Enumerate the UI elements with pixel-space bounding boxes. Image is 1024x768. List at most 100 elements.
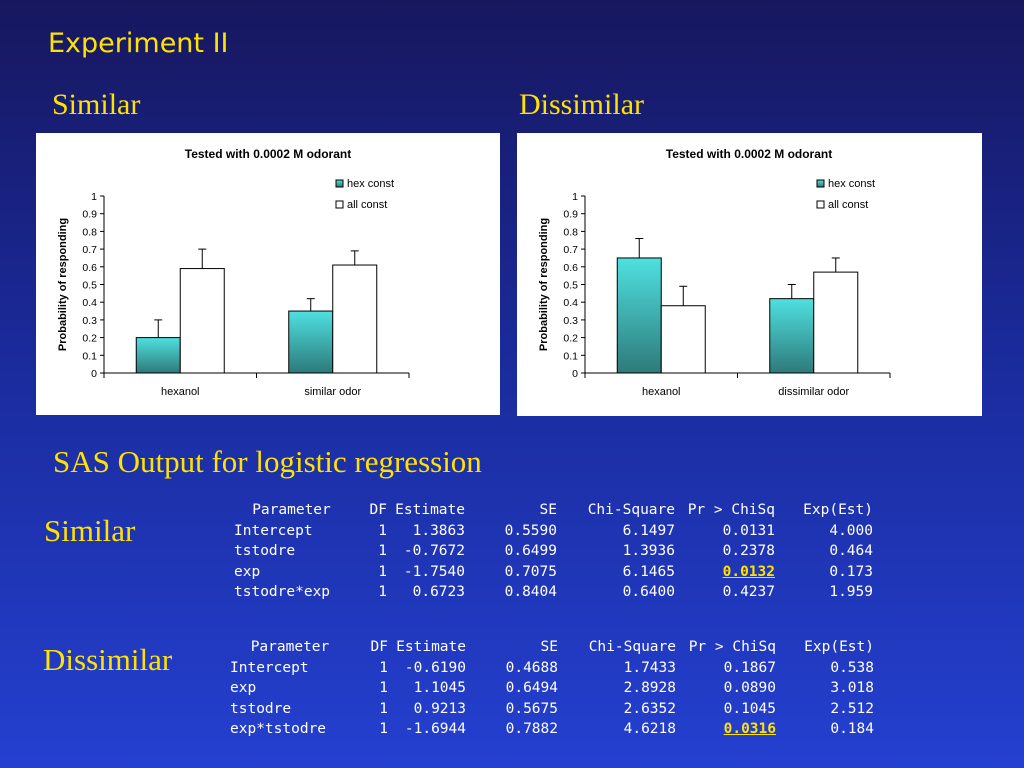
table-cell: 2.8928 [623, 680, 676, 696]
bar-hex-const [616, 257, 662, 374]
table-cell: 0.7882 [505, 721, 558, 737]
table-cell: 1 [379, 659, 388, 676]
table-cell: 1.3936 [622, 543, 675, 559]
table-header-cell: Pr > ChiSq [687, 502, 775, 518]
table-cell: 0.184 [830, 721, 874, 737]
y-tick-label: 0.1 [82, 350, 97, 362]
table-cell: -1.6944 [404, 721, 466, 737]
y-tick-label: 0.8 [82, 226, 97, 238]
table-header-cell: Chi-Square [587, 502, 675, 518]
y-tick-label: 0.4 [82, 297, 97, 309]
table-cell: 0.538 [830, 659, 874, 676]
bar-all-const [813, 271, 859, 374]
y-tick-label: 0.5 [563, 280, 578, 292]
y-tick-label: 0.6 [563, 262, 578, 274]
chart-similar-panel: Tested with 0.0002 M odorant Probability … [36, 133, 500, 415]
bar-all-const [332, 264, 378, 374]
table-cell: 1.3863 [412, 522, 465, 539]
y-tick-label: 0.2 [82, 333, 97, 345]
table-cell: exp [230, 680, 257, 696]
x-tick-label: similar odor [304, 386, 361, 398]
table-header-cell: SE [539, 502, 557, 518]
table-cell: 4.000 [829, 522, 873, 539]
table-dissimilar-label: Dissimilar [43, 642, 173, 677]
table-cell: Intercept [234, 522, 313, 539]
table-cell: 0.464 [829, 543, 873, 559]
table-cell: 0.9213 [413, 700, 466, 717]
table-cell: 1 [378, 563, 387, 580]
table-cell: 1 [379, 680, 388, 696]
table-cell: 0.6494 [505, 680, 558, 696]
table-cell: 1 [379, 721, 388, 737]
table-cell: 4.6218 [623, 721, 676, 737]
chart-title: Tested with 0.0002 M odorant [185, 147, 351, 161]
table-cell: 0.2378 [722, 543, 775, 559]
table-cell: exp [234, 563, 261, 580]
y-axis-label: Probability of responding [538, 218, 550, 351]
table-cell: 1 [378, 543, 387, 559]
table-row: Intercept 1 -0.6190 0.4688 1.7433 0.1867 0.538 [230, 658, 874, 679]
table-cell: -0.6190 [404, 659, 466, 676]
table-cell: 0.6499 [504, 543, 557, 559]
y-tick-label: 0.6 [82, 262, 97, 274]
y-tick-label: 0.5 [82, 280, 97, 292]
x-tick-label: hexanol [161, 386, 200, 398]
legend-swatch [816, 179, 825, 188]
table-cell: exp*tstodre [230, 721, 327, 737]
table-row: exp 1 1.1045 0.6494 2.8928 0.0890 3.018 [230, 678, 874, 699]
y-tick-label: 1 [572, 191, 578, 203]
table-header-cell: Estimate [395, 502, 465, 518]
table-header-cell: Estimate [396, 639, 466, 655]
y-tick-label: 0.2 [563, 333, 578, 345]
chart-dissimilar: Tested with 0.0002 M odorant Probability … [538, 147, 891, 398]
table-cell: 2.512 [830, 700, 874, 717]
y-tick-label: 1 [91, 191, 97, 203]
table-cell: Intercept [230, 659, 309, 676]
table-row: Intercept 1 1.3863 0.5590 6.1497 0.0131 4.000 [234, 521, 873, 542]
table-header-cell: Exp(Est) [804, 639, 874, 655]
y-tick-label: 0.9 [82, 209, 97, 221]
table-header-cell: Parameter [252, 502, 331, 518]
table-cell: 0.173 [829, 563, 873, 580]
y-tick-label: 0 [572, 368, 578, 380]
table-cell: 6.1497 [622, 522, 675, 539]
table-header-cell: DF [370, 639, 388, 655]
chart-similar: Tested with 0.0002 M odorant Probability … [57, 147, 410, 398]
bar-all-const [179, 268, 225, 374]
chart-dissimilar-panel: Tested with 0.0002 M odorant Probability … [517, 133, 982, 416]
bar-all-const [660, 305, 706, 374]
table-cell: 1.959 [829, 584, 873, 600]
table-header-cell: Chi-Square [588, 639, 676, 655]
sas-table-similar: Parameter DF Estimate SE Chi-Square Pr > ChiS… [234, 500, 873, 603]
y-tick-label: 0.3 [82, 315, 97, 327]
dissimilar-label: Dissimilar [519, 88, 644, 121]
table-cell: -1.7540 [403, 563, 465, 580]
bar-hex-const [135, 337, 181, 374]
y-tick-label: 0.1 [563, 350, 578, 362]
table-cell: 1.1045 [413, 680, 466, 696]
legend-label: all const [347, 199, 387, 211]
table-cell: 0.7075 [504, 563, 557, 580]
table-cell: 0.5675 [505, 700, 558, 717]
table-header-row: Parameter DF Estimate SE Chi-Square Pr > ChiS… [230, 637, 874, 658]
bar-hex-const [769, 298, 815, 374]
table-row: exp 1 -1.7540 0.7075 6.1465 0.0132 0.173 [234, 562, 873, 583]
y-tick-label: 0 [91, 368, 97, 380]
legend-swatch [335, 200, 344, 209]
table-cell: -0.7672 [403, 543, 465, 559]
slide-title: Experiment II [48, 28, 229, 59]
table-cell: 1 [378, 522, 387, 539]
legend-label: hex const [347, 178, 394, 190]
chart-title: Tested with 0.0002 M odorant [666, 147, 832, 161]
table-cell: 3.018 [830, 680, 874, 696]
table-cell: 0.8404 [504, 584, 557, 600]
table-cell: 2.6352 [623, 700, 676, 717]
table-header-row: Parameter DF Estimate SE Chi-Square Pr > ChiS… [234, 500, 873, 521]
table-cell: 0.4237 [722, 584, 775, 600]
table-header-cell: Parameter [250, 639, 330, 655]
table-header-cell: SE [540, 639, 558, 655]
table-cell: 0.5590 [504, 522, 557, 539]
table-cell: 0.0132 [722, 563, 775, 580]
table-row: exp*tstodre 1 -1.6944 0.7882 4.6218 0.0316 0.1… [230, 719, 874, 740]
table-row: tstodre 1 0.9213 0.5675 2.6352 0.1045 2.512 [230, 699, 874, 720]
